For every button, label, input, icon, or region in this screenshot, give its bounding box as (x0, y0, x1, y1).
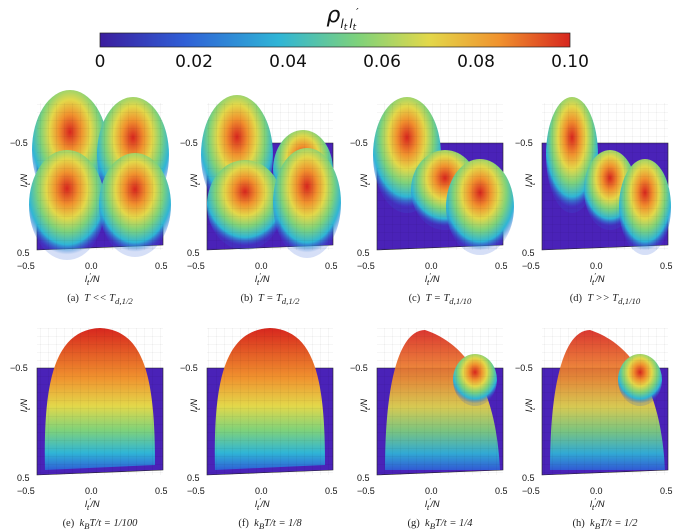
colorbar-tick-label: 0.06 (363, 52, 401, 72)
x-tick-label: −0.5 (522, 261, 540, 271)
x-tick-label: 0.5 (325, 486, 338, 496)
x-tick-label: 0.5 (495, 261, 508, 271)
surface-plot (541, 328, 669, 476)
y-axis-label: lt/N (19, 398, 32, 412)
x-tick-label: −0.5 (522, 486, 540, 496)
mesh-grid (542, 103, 668, 250)
x-tick-label: 0.0 (590, 486, 603, 496)
mesh-grid (207, 328, 333, 475)
panel-caption: (c) T = Td,1/10 (408, 293, 472, 307)
x-tick-label: 0.0 (425, 486, 438, 496)
x-axis-label: lt′/N (255, 271, 270, 287)
x-tick-label: 0.0 (255, 486, 268, 496)
colorbar-title: ρlt lt′ (326, 3, 359, 33)
x-axis-label: lt′/N (590, 496, 605, 512)
x-tick-label: −0.5 (357, 486, 375, 496)
y-tick-label: −0.5 (350, 138, 368, 148)
panel-caption: (e) kBT/t = 1/100 (62, 518, 138, 531)
colorbar (99, 32, 571, 48)
figure-canvas (29, 32, 671, 476)
x-tick-label: 0.5 (325, 261, 338, 271)
y-tick-label: 0.5 (357, 248, 370, 258)
y-axis-label: lt/N (524, 398, 537, 412)
y-tick-label: 0.5 (522, 473, 535, 483)
x-axis-label: lt′/N (425, 496, 440, 512)
y-tick-label: −0.5 (10, 138, 28, 148)
y-axis-label: lt/N (359, 398, 372, 412)
y-tick-label: 0.5 (187, 473, 200, 483)
x-axis-label: lt′/N (255, 496, 270, 512)
panel-caption: (a) T << Td,1/2 (67, 293, 133, 307)
y-axis-label: lt/N (19, 173, 32, 187)
surface-plot (541, 97, 671, 255)
surface-plot (29, 90, 171, 260)
x-tick-label: 0.0 (85, 261, 98, 271)
mesh-grid (37, 103, 163, 250)
mesh-grid (377, 328, 503, 475)
panel-caption: (f) kBT/t = 1/8 (238, 518, 302, 531)
y-tick-label: −0.5 (350, 363, 368, 373)
panel-caption: (b) T = Td,1/2 (240, 293, 300, 307)
colorbar-tick-label: 0.02 (175, 52, 213, 72)
surface-plot (376, 328, 504, 476)
y-axis-label: lt/N (189, 173, 202, 187)
x-tick-label: 0.5 (660, 486, 673, 496)
y-tick-label: −0.5 (515, 363, 533, 373)
y-tick-label: 0.5 (357, 473, 370, 483)
surface-plot (36, 328, 164, 476)
y-tick-label: 0.5 (187, 248, 200, 258)
mesh-grid (377, 103, 503, 250)
x-tick-label: −0.5 (187, 486, 205, 496)
x-tick-label: 0.5 (155, 486, 168, 496)
y-axis-label: lt/N (189, 398, 202, 412)
y-tick-label: −0.5 (180, 363, 198, 373)
y-tick-label: −0.5 (180, 138, 198, 148)
y-axis-label: lt/N (524, 173, 537, 187)
x-tick-label: −0.5 (187, 261, 205, 271)
x-axis-label: lt′/N (425, 271, 440, 287)
colorbar-tick-label: 0.10 (551, 52, 589, 72)
mesh-grid (207, 103, 333, 250)
x-tick-label: 0.0 (590, 261, 603, 271)
y-tick-label: 0.5 (522, 248, 535, 258)
x-tick-label: 0.5 (660, 261, 673, 271)
x-tick-label: −0.5 (17, 261, 35, 271)
surface-plot (206, 328, 334, 476)
y-tick-label: −0.5 (10, 363, 28, 373)
panel-caption: (g) kBT/t = 1/4 (407, 518, 473, 531)
x-tick-label: 0.0 (425, 261, 438, 271)
y-tick-label: 0.5 (17, 473, 30, 483)
surface-plot (373, 97, 514, 255)
x-tick-label: −0.5 (17, 486, 35, 496)
colorbar-tick-label: 0 (94, 52, 106, 72)
y-tick-label: 0.5 (17, 248, 30, 258)
y-axis-label: lt/N (359, 173, 372, 187)
mesh-grid (37, 328, 163, 475)
surface-plot (201, 95, 341, 258)
x-tick-label: 0.5 (495, 486, 508, 496)
x-axis-label: lt′/N (85, 271, 100, 287)
mesh-grid (542, 328, 668, 475)
x-tick-label: 0.0 (255, 261, 268, 271)
x-axis-label: lt′/N (85, 496, 100, 512)
x-tick-label: 0.5 (155, 261, 168, 271)
x-axis-label: lt′/N (590, 271, 605, 287)
y-tick-label: −0.5 (515, 138, 533, 148)
panel-caption: (d) T >> Td,1/10 (569, 293, 641, 307)
colorbar-tick-label: 0.04 (269, 52, 307, 72)
panel-caption: (h) kBT/t = 1/2 (572, 518, 638, 531)
colorbar-tick-label: 0.08 (457, 52, 495, 72)
x-tick-label: 0.0 (85, 486, 98, 496)
x-tick-label: −0.5 (357, 261, 375, 271)
